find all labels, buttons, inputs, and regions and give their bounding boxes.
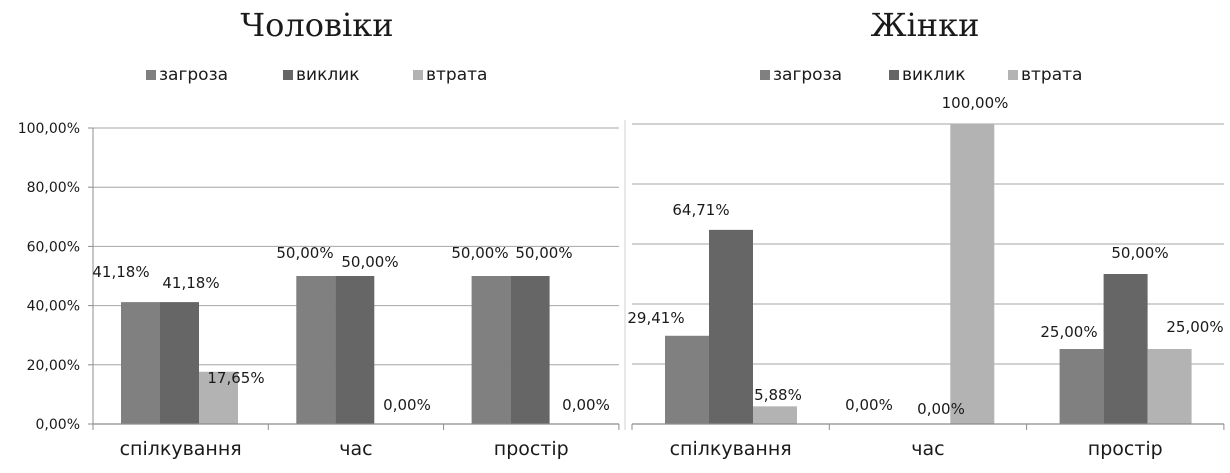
men-data-label-3-1: 50,00% [451, 244, 508, 262]
women-legend-swatch-1 [760, 70, 770, 80]
men-y-tick-label: 100,00% [18, 121, 80, 137]
men-data-label-1-3: 17,65% [207, 369, 264, 387]
men-data-label-2-1: 50,00% [276, 244, 333, 262]
men-data-label-1-1: 41,18% [92, 263, 149, 281]
men-chart-title: Чоловіки [240, 6, 393, 44]
men-legend-swatch-2 [283, 70, 293, 80]
men-y-tick-label: 80,00% [27, 180, 80, 196]
women-category-label-3: простір [1088, 438, 1163, 460]
men-data-label-3-3: 0,00% [562, 396, 610, 414]
men-legend-label-3: втрата [426, 65, 487, 85]
women-bar-3-3 [1147, 349, 1192, 424]
men-bar-2-1 [296, 276, 336, 424]
women-data-label-2-1: 0,00% [845, 396, 893, 414]
women-bar-2-3 [950, 124, 995, 424]
men-y-tick-label: 20,00% [27, 358, 80, 374]
men-legend-label-2: виклик [296, 65, 360, 85]
men-bar-2-2 [335, 276, 375, 424]
women-bar-3-1 [1059, 349, 1104, 424]
men-category-label-2: час [339, 438, 372, 460]
women-category-label-1: спілкування [670, 438, 792, 460]
men-bar-1-3 [199, 371, 238, 424]
men-legend-label-1: загроза [159, 65, 228, 85]
men-bar-3-2 [510, 276, 550, 424]
men-data-label-2-3: 0,00% [383, 396, 431, 414]
women-legend-label-1: загроза [773, 65, 842, 85]
men-category-label-1: спілкування [120, 438, 242, 460]
women-bar-1-2 [709, 229, 753, 424]
men-legend-swatch-1 [146, 70, 156, 80]
women-legend-label-2: виклик [902, 65, 966, 85]
men-y-tick-label: 60,00% [27, 239, 80, 255]
women-data-label-1-1: 29,41% [627, 309, 684, 327]
women-legend-swatch-3 [1008, 70, 1018, 80]
women-chart-title: Жінки [871, 6, 980, 44]
women-data-label-3-3: 25,00% [1166, 318, 1223, 336]
men-bar-1-1 [121, 302, 160, 424]
men-data-label-2-2: 50,00% [341, 253, 398, 271]
women-legend-label-3: втрата [1021, 65, 1082, 85]
women-bar-1-1 [665, 335, 709, 424]
men-y-tick-label: 40,00% [27, 299, 80, 315]
women-data-label-3-2: 50,00% [1111, 244, 1168, 262]
women-legend-swatch-2 [889, 70, 899, 80]
women-data-label-1-3: 5,88% [754, 386, 802, 404]
men-data-label-3-2: 50,00% [515, 244, 572, 262]
women-data-label-3-1: 25,00% [1040, 323, 1097, 341]
men-y-tick-label: 0,00% [36, 417, 80, 433]
women-data-label-2-3: 100,00% [942, 94, 1009, 112]
men-data-label-1-2: 41,18% [162, 274, 219, 292]
men-category-label-3: простір [494, 438, 569, 460]
women-data-label-1-2: 64,71% [672, 201, 729, 219]
men-bar-1-2 [160, 302, 199, 424]
men-legend-swatch-3 [413, 70, 423, 80]
women-bar-1-3 [753, 406, 797, 424]
women-category-label-2: час [911, 438, 944, 460]
men-bar-3-1 [471, 276, 511, 424]
women-data-label-2-2: 0,00% [917, 400, 965, 418]
women-bar-3-2 [1103, 274, 1148, 424]
